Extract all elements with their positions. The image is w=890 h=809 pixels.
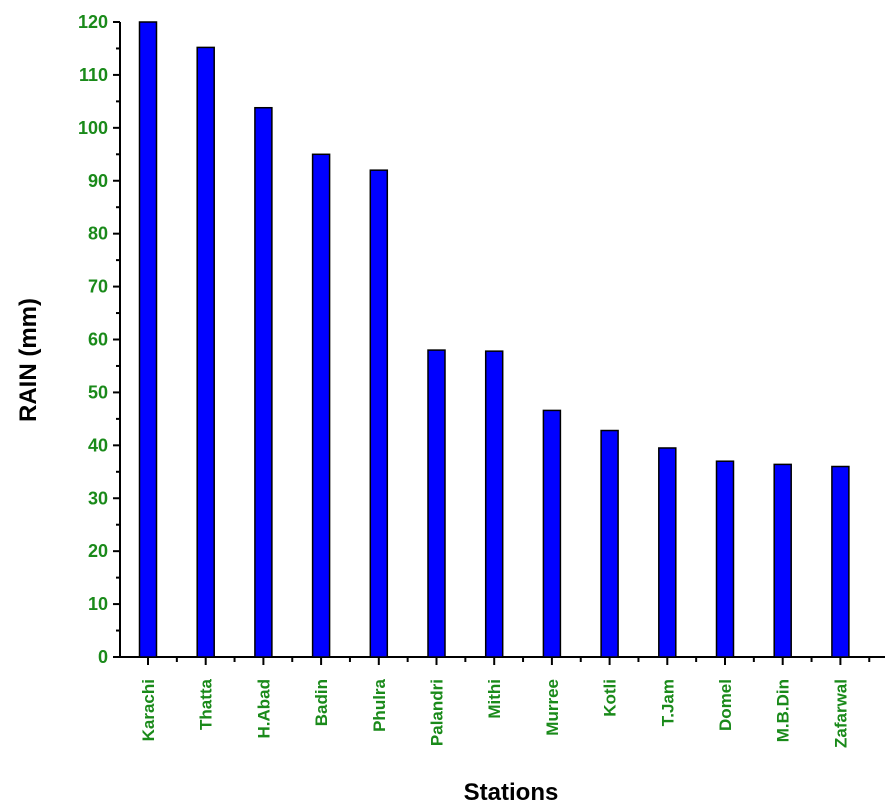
y-tick-label: 0: [98, 647, 108, 667]
x-axis-title: Stations: [464, 779, 559, 806]
bar: [831, 465, 850, 658]
x-tick-label: M.B.Din: [774, 679, 793, 742]
category-labels: Karachi Thatta H.Abad Badin Phulra Palandri Mi…: [139, 678, 850, 748]
bar: [427, 349, 446, 658]
y-tick-label: 120: [78, 12, 108, 32]
x-tick-label: Palandri: [428, 679, 447, 746]
bar: [484, 350, 504, 658]
x-tick-label: Phulra: [370, 678, 389, 731]
x-tick-label: Kotli: [601, 679, 620, 717]
y-tick-label: 30: [88, 488, 108, 508]
y-tick-label: 110: [79, 65, 108, 85]
y-tick-label: 100: [78, 118, 108, 138]
bar: [773, 463, 792, 658]
bar: [254, 106, 273, 658]
y-tick-label: 10: [88, 594, 108, 614]
y-tick-label: 40: [88, 435, 108, 455]
bar: [658, 447, 677, 658]
y-ticks: 0 10 20 30 40 50 60 70 80 90 100 110 120: [78, 12, 120, 667]
bar: [600, 429, 619, 658]
y-tick-label: 70: [88, 277, 108, 297]
bars: [138, 21, 850, 658]
y-tick-label: 80: [88, 224, 108, 244]
x-tick-label: Mithi: [485, 679, 504, 719]
y-tick-label: 20: [88, 541, 108, 561]
y-tick-label: 60: [88, 330, 108, 350]
x-tick-label: Murree: [543, 679, 562, 736]
x-tick-label: Zafarwal: [831, 679, 850, 748]
bar: [196, 46, 215, 658]
x-tick-label: Badin: [312, 679, 331, 726]
bar: [715, 460, 735, 658]
y-axis-title: RAIN (mm): [15, 298, 42, 422]
bar: [311, 153, 331, 658]
x-tick-label: H.Abad: [254, 679, 273, 739]
bar: [138, 21, 158, 658]
bar: [542, 409, 562, 658]
y-tick-label: 50: [88, 382, 108, 402]
x-tick-label: Domel: [716, 679, 735, 731]
x-ticks: [147, 657, 871, 665]
x-tick-label: Thatta: [197, 678, 216, 730]
x-tick-label: Karachi: [139, 679, 158, 741]
y-tick-label: 90: [88, 171, 108, 191]
bar: [369, 169, 389, 658]
x-tick-label: T.Jam: [658, 679, 677, 726]
